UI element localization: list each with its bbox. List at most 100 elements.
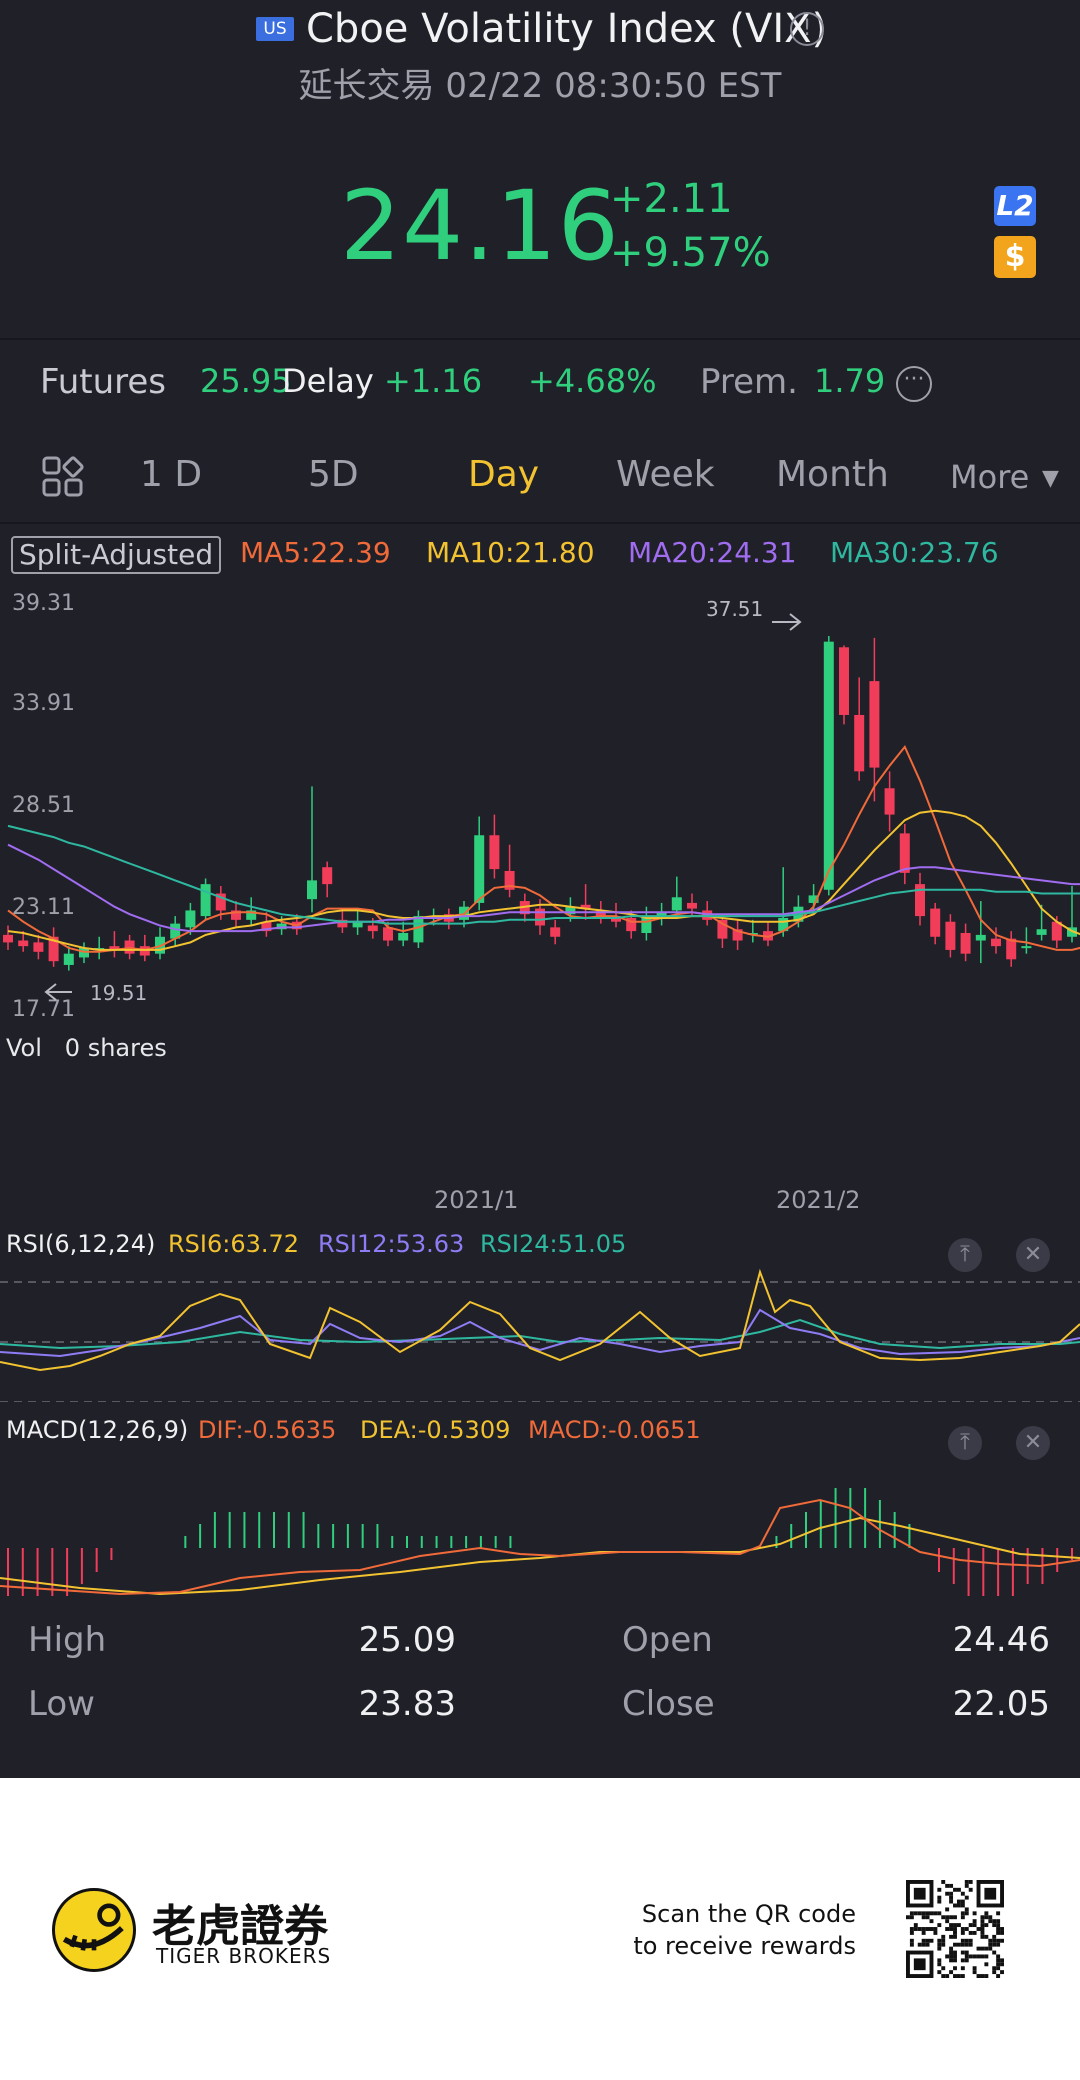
y-tick-label: 33.91: [12, 691, 75, 716]
dea-value: DEA:-0.5309: [360, 1416, 511, 1444]
qr-code-icon[interactable]: [906, 1880, 1004, 1978]
ma30-line: [7, 824, 1080, 925]
dif-value: DIF:-0.5635: [198, 1416, 337, 1444]
candlestick: [185, 902, 196, 935]
split-adjusted-toggle[interactable]: Split-Adjusted: [11, 536, 222, 574]
macd-value: MACD:-0.0651: [528, 1416, 701, 1444]
pin-top-icon[interactable]: ⤒: [948, 1238, 982, 1272]
candlestick: [717, 914, 728, 949]
futures-change: +1.16: [384, 362, 483, 400]
futures-label: Futures: [40, 362, 166, 402]
period-tabs: 1 D 5D Day Week Month More ▼: [0, 436, 1080, 522]
candlestick: [261, 912, 272, 937]
page-title: Cboe Volatility Index (VIX): [306, 6, 828, 52]
ma10-line: [7, 809, 1080, 951]
volume-value: 0 shares: [64, 1034, 167, 1062]
candlestick: [550, 919, 561, 945]
candlestick: [747, 919, 758, 943]
tab-more[interactable]: More: [950, 458, 1030, 496]
volume-label: Vol: [6, 1034, 42, 1062]
price-change: +2.11: [610, 176, 733, 222]
candlestick: [763, 921, 773, 947]
x-tick-label: 2021/1: [434, 1186, 519, 1214]
x-tick-label: 2021/2: [776, 1186, 861, 1214]
rsi-legend: RSI(6,12,24) RSI6:63.72 RSI12:53.63 RSI2…: [0, 1226, 1080, 1272]
close-label: Close: [622, 1684, 715, 1724]
macd-label: MACD(12,26,9): [6, 1416, 189, 1444]
dollar-badge[interactable]: $: [994, 236, 1036, 278]
open-value: 24.46: [952, 1620, 1050, 1660]
info-circle-icon[interactable]: !: [790, 12, 824, 46]
candlestick: [322, 861, 333, 898]
candlestick: [200, 878, 211, 920]
ellipsis-circle-icon[interactable]: ···: [896, 366, 932, 402]
ma20-line: [7, 843, 1080, 933]
candlestick: [656, 902, 667, 926]
candlestick: [398, 921, 409, 947]
candlestick: [778, 867, 789, 937]
tab-week[interactable]: Week: [616, 454, 715, 495]
last-price: 24.16: [340, 170, 620, 282]
y-tick-label: 39.31: [12, 591, 75, 616]
rsi24-line: [0, 1318, 1080, 1350]
pin-top-icon[interactable]: ⤒: [948, 1426, 982, 1460]
rsi-chart[interactable]: [0, 1262, 1080, 1402]
tiger-logo-icon: [52, 1888, 136, 1972]
candlestick: [991, 927, 1001, 954]
candlestick: [580, 884, 591, 920]
price-change-percent: +9.57%: [610, 230, 771, 276]
candlestick: [899, 823, 910, 885]
candlestick: [48, 927, 59, 967]
candlestick: [1036, 904, 1047, 941]
candlestick: [307, 786, 317, 913]
premium-label: Prem.: [700, 362, 798, 402]
tab-1d[interactable]: 1 D: [140, 454, 203, 495]
candlestick: [930, 902, 941, 945]
futures-row[interactable]: Futures 25.95 Delay +1.16 +4.68% Prem. 1…: [0, 340, 1080, 430]
candlestick: [839, 645, 849, 725]
rsi6-line: [0, 1268, 1080, 1372]
candlestick: [960, 923, 971, 962]
market-badge: US: [256, 17, 294, 41]
divider: [0, 522, 1080, 524]
low-marker-arrow-icon: [44, 983, 72, 1001]
premium-value: 1.79: [814, 362, 886, 400]
dif-line: [0, 1498, 1080, 1596]
caret-down-icon[interactable]: ▼: [1042, 466, 1059, 491]
grid-icon[interactable]: [42, 456, 84, 498]
tab-month[interactable]: Month: [776, 454, 889, 495]
ma30-value: MA30:23.76: [830, 536, 999, 569]
low-value: 23.83: [358, 1684, 456, 1724]
candlestick: [945, 914, 956, 958]
futures-price: 25.95: [200, 362, 292, 400]
candlestick: [109, 931, 120, 958]
stats-panel: High 25.09 Open 24.46 Low 23.83 Close 22…: [0, 1598, 1080, 1776]
high-value: 25.09: [358, 1620, 456, 1660]
candlestick: [915, 872, 925, 926]
candlestick: [823, 636, 834, 896]
ma10-value: MA10:21.80: [426, 536, 595, 569]
macd-chart[interactable]: [0, 1448, 1080, 1598]
close-icon[interactable]: ✕: [1016, 1238, 1050, 1272]
y-tick-label: 23.11: [12, 895, 75, 920]
price-chart[interactable]: 39.31 33.91 28.51 23.11 17.71 37.51 19.5…: [0, 580, 1080, 1040]
high-marker-label: 37.51: [706, 597, 763, 621]
promo-text-line1: Scan the QR code: [641, 1900, 856, 1928]
candlestick: [94, 936, 105, 960]
tab-5d[interactable]: 5D: [308, 454, 359, 495]
close-icon[interactable]: ✕: [1016, 1426, 1050, 1460]
candlestick: [504, 844, 515, 898]
volume-readout: Vol 0 shares: [6, 1034, 167, 1062]
candlestick: [170, 916, 181, 947]
brand-name-en: TIGER BROKERS: [156, 1944, 332, 1968]
macd-legend: MACD(12,26,9) DIF:-0.5635 DEA:-0.5309 MA…: [0, 1412, 1080, 1460]
open-label: Open: [622, 1620, 713, 1660]
level2-badge[interactable]: L2: [994, 186, 1036, 226]
candlestick: [3, 925, 13, 950]
candlestick: [474, 816, 485, 911]
candlestick: [671, 876, 682, 918]
tab-day[interactable]: Day: [468, 454, 540, 495]
candlestick: [33, 934, 44, 960]
session-timestamp: 延长交易 02/22 08:30:50 EST: [298, 66, 782, 106]
candlestick: [1006, 931, 1017, 967]
